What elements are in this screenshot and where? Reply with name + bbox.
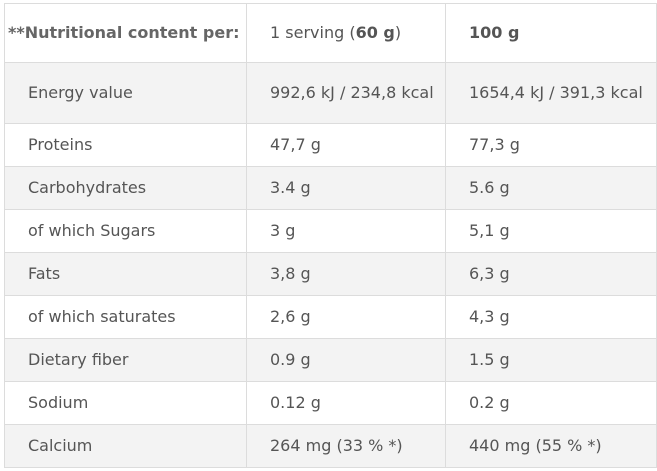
table-row: of which Sugars 3 g 5,1 g xyxy=(4,209,657,253)
row-label: of which saturates xyxy=(4,295,247,339)
table-row: of which saturates 2,6 g 4,3 g xyxy=(4,295,657,339)
row-label: Carbohydrates xyxy=(4,166,247,210)
row-per100-value: 5.6 g xyxy=(445,166,657,210)
row-per100-value: 1.5 g xyxy=(445,338,657,382)
header-per-serving: 1 serving (60 g) xyxy=(246,3,446,63)
row-per100-value: 1654,4 kJ / 391,3 kcal xyxy=(445,62,657,124)
header-per-100g: 100 g xyxy=(445,3,657,63)
row-per100-value: 4,3 g xyxy=(445,295,657,339)
table-row: Calcium 264 mg (33 % *) 440 mg (55 % *) xyxy=(4,424,657,468)
row-serving-value: 3 g xyxy=(246,209,446,253)
row-serving-value: 0.12 g xyxy=(246,381,446,425)
table-row: Fats 3,8 g 6,3 g xyxy=(4,252,657,296)
row-label: Calcium xyxy=(4,424,247,468)
row-label: Proteins xyxy=(4,123,247,167)
row-label: Fats xyxy=(4,252,247,296)
table-row: Sodium 0.12 g 0.2 g xyxy=(4,381,657,425)
row-label: of which Sugars xyxy=(4,209,247,253)
row-label: Dietary fiber xyxy=(4,338,247,382)
row-per100-value: 440 mg (55 % *) xyxy=(445,424,657,468)
table-header-row: **Nutritional content per: 1 serving (60… xyxy=(4,3,657,63)
row-serving-value: 3.4 g xyxy=(246,166,446,210)
table-row: Energy value 992,6 kJ / 234,8 kcal 1654,… xyxy=(4,62,657,124)
row-serving-value: 2,6 g xyxy=(246,295,446,339)
table-row: Dietary fiber 0.9 g 1.5 g xyxy=(4,338,657,382)
row-serving-value: 264 mg (33 % *) xyxy=(246,424,446,468)
row-serving-value: 0.9 g xyxy=(246,338,446,382)
header-serving-suffix: ) xyxy=(394,23,402,42)
row-label: Sodium xyxy=(4,381,247,425)
row-per100-value: 6,3 g xyxy=(445,252,657,296)
row-serving-value: 3,8 g xyxy=(246,252,446,296)
row-label: Energy value xyxy=(4,62,247,124)
header-serving-prefix: 1 serving ( xyxy=(270,23,356,42)
nutrition-table: **Nutritional content per: 1 serving (60… xyxy=(4,3,657,468)
row-serving-value: 992,6 kJ / 234,8 kcal xyxy=(246,62,446,124)
row-per100-value: 77,3 g xyxy=(445,123,657,167)
table-row: Proteins 47,7 g 77,3 g xyxy=(4,123,657,167)
header-nutritional-content: **Nutritional content per: xyxy=(4,3,247,63)
header-serving-amount: 60 g xyxy=(355,23,395,42)
row-per100-value: 5,1 g xyxy=(445,209,657,253)
row-per100-value: 0.2 g xyxy=(445,381,657,425)
table-row: Carbohydrates 3.4 g 5.6 g xyxy=(4,166,657,210)
row-serving-value: 47,7 g xyxy=(246,123,446,167)
